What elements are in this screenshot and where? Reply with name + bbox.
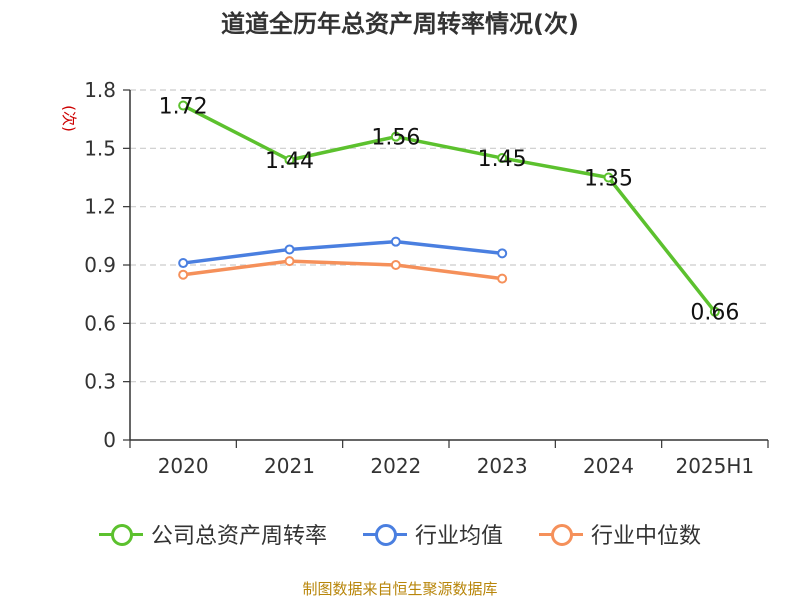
legend: 公司总资产周转率 行业均值 行业中位数 — [0, 518, 800, 550]
y-tick-label: 1.8 — [84, 78, 116, 102]
data-label: 1.44 — [265, 149, 314, 174]
x-tick-label: 2021 — [264, 454, 315, 478]
x-tick-label: 2023 — [477, 454, 528, 478]
data-label: 1.56 — [371, 126, 420, 151]
legend-item-industry-median[interactable]: 行业中位数 — [539, 518, 701, 550]
data-point-1 — [390, 236, 401, 247]
y-tick-label: 1.2 — [84, 195, 116, 219]
data-point-0 — [709, 306, 720, 317]
data-point-0 — [178, 100, 189, 111]
chart-title: 道道全历年总资产周转率情况(次) — [221, 10, 579, 38]
series-line-1 — [182, 239, 503, 265]
x-tick-label: 2025H1 — [675, 454, 754, 478]
y-tick-label: 0.3 — [84, 370, 116, 394]
data-point-1 — [284, 244, 295, 255]
legend-item-industry-mean[interactable]: 行业均值 — [362, 518, 503, 550]
data-point-2 — [390, 260, 401, 270]
y-tick-label: 0 — [103, 428, 116, 452]
data-point-0 — [284, 155, 295, 165]
y-tick-label: 0.9 — [84, 253, 116, 277]
data-point-0 — [603, 172, 614, 183]
legend-label-industry-mean: 行业均值 — [414, 524, 503, 549]
x-tick-label: 2024 — [583, 454, 634, 478]
legend-swatch-industry-mean — [362, 523, 407, 546]
data-point-1 — [497, 248, 508, 259]
legend-label-company: 公司总资产周转率 — [150, 524, 327, 549]
data-point-2 — [284, 256, 295, 267]
legend-swatch-company — [98, 523, 143, 546]
legend-item-company[interactable]: 公司总资产周转率 — [98, 518, 327, 550]
data-label: 1.35 — [584, 167, 633, 192]
data-label: 1.45 — [478, 147, 527, 172]
data-point-1 — [178, 258, 189, 269]
data-point-2 — [497, 273, 508, 284]
series-line-0 — [182, 103, 717, 313]
data-point-2 — [178, 269, 189, 280]
data-label: 0.66 — [690, 301, 739, 326]
legend-label-industry-median: 行业中位数 — [591, 524, 702, 549]
data-point-0 — [390, 131, 401, 142]
x-tick-label: 2020 — [158, 454, 209, 478]
y-tick-label: 0.6 — [84, 311, 116, 335]
data-point-0 — [497, 153, 508, 164]
legend-swatch-industry-median — [539, 523, 583, 546]
data-label: 1.72 — [159, 95, 208, 120]
source-note: 制图数据来自恒生聚源数据库 — [302, 580, 498, 598]
y-tick-label: 1.5 — [84, 136, 116, 160]
series-line-2 — [182, 259, 503, 281]
x-tick-label: 2022 — [370, 454, 421, 478]
